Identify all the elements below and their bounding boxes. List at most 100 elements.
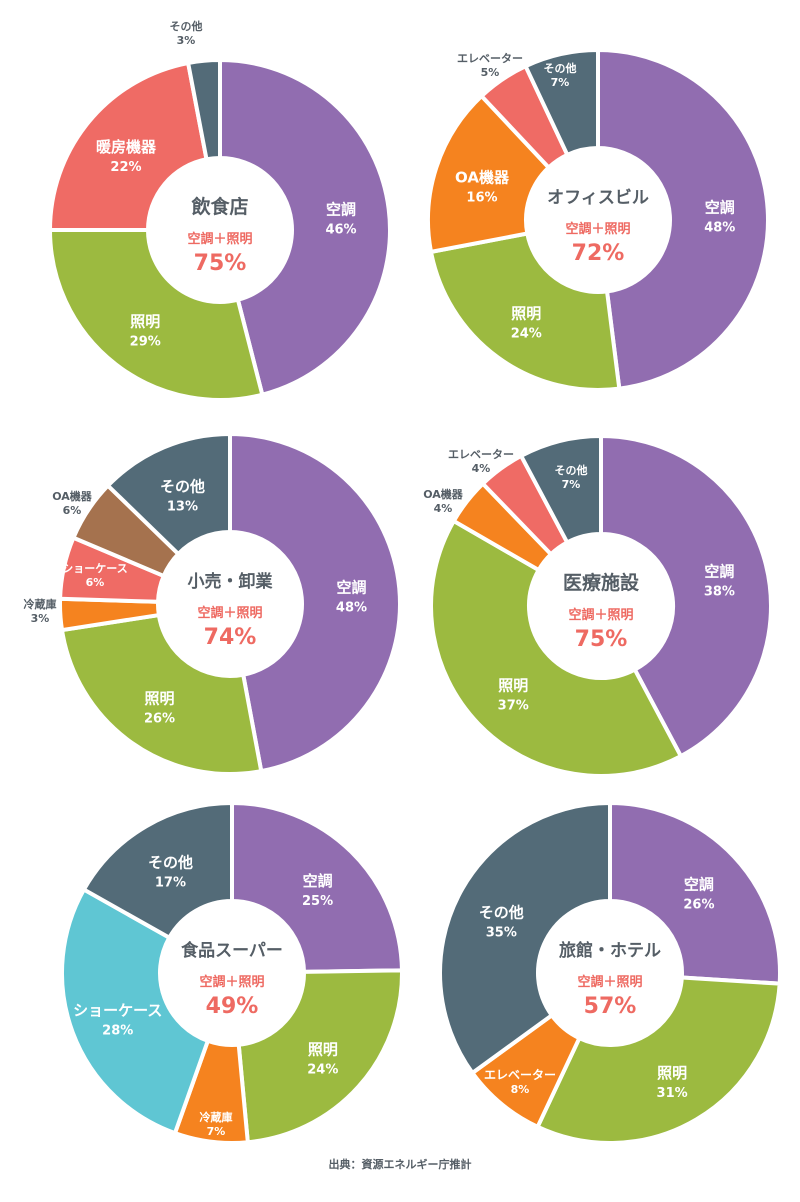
chart-subtitle: 空調＋照明 — [199, 974, 264, 990]
donut-hole — [161, 902, 303, 1044]
pie-slice — [608, 800, 782, 986]
slice-value: 4% — [434, 502, 453, 515]
chart-subtitle: 空調＋照明 — [565, 221, 630, 237]
slice-value: 24% — [307, 1062, 338, 1077]
donut-chart — [58, 431, 402, 776]
source-note: 出典：資源エネルギー庁推計 — [328, 1158, 472, 1171]
slice-label: その他 — [555, 463, 588, 477]
slice-value: 46% — [325, 223, 356, 238]
slice-value: 6% — [86, 576, 105, 589]
slice-value: 3% — [177, 34, 196, 47]
slice-value: 7% — [207, 1125, 226, 1138]
slice-value: 4% — [472, 462, 491, 475]
chart-subtitle: 空調＋照明 — [187, 231, 252, 247]
slice-label: 照明 — [498, 677, 528, 695]
slice-label: その他 — [479, 904, 524, 922]
slice-label: 空調 — [336, 579, 366, 597]
slice-label: 照明 — [308, 1040, 338, 1058]
chart-total: 72% — [572, 241, 625, 266]
slice-label: その他 — [544, 61, 577, 75]
slice-value: 48% — [704, 220, 735, 235]
slice-label: エレベーター — [484, 1068, 556, 1082]
chart-title: 医療施設 — [563, 571, 640, 594]
pie-slice — [518, 433, 603, 546]
slice-label: ショーケース — [73, 1002, 162, 1020]
chart-total: 74% — [204, 625, 257, 650]
slice-value: 35% — [486, 926, 517, 941]
slice-value: 6% — [63, 504, 82, 517]
slice-value: 3% — [31, 612, 50, 625]
slice-value: 5% — [481, 66, 500, 79]
slice-value: 26% — [144, 712, 175, 727]
donut-chart — [426, 47, 770, 392]
pie-slice — [185, 57, 222, 162]
slice-value: 16% — [466, 190, 497, 205]
slice-label: その他 — [148, 854, 193, 872]
slice-value: 25% — [302, 894, 333, 909]
slice-label: 照明 — [130, 312, 160, 330]
pie-slice — [218, 57, 392, 398]
slice-label: 照明 — [657, 1064, 687, 1082]
chart-title: 飲食店 — [190, 195, 248, 218]
donut-chart — [47, 57, 392, 402]
slice-value: 13% — [167, 500, 198, 515]
slice-value: 24% — [511, 327, 542, 342]
slice-label: 暖房機器 — [96, 138, 157, 156]
slice-value: 7% — [551, 76, 570, 89]
chart-subtitle: 空調＋照明 — [197, 605, 262, 621]
slice-value: 7% — [562, 478, 581, 491]
slice-value: 17% — [155, 876, 186, 891]
pie-slice — [428, 231, 622, 392]
chart-subtitle: 空調＋照明 — [568, 607, 633, 623]
chart-title: 小売・卸業 — [188, 571, 273, 592]
slice-value: 48% — [336, 601, 367, 616]
slice-value: 22% — [110, 160, 141, 175]
pie-slice — [228, 431, 402, 774]
pie-slice — [105, 431, 232, 557]
pie-slice — [47, 60, 209, 232]
slice-value: 8% — [511, 1083, 530, 1096]
pie-slice — [596, 47, 770, 391]
chart-total: 57% — [584, 994, 637, 1019]
slice-label: 空調 — [303, 872, 333, 890]
donut-hole — [530, 535, 672, 677]
chart-title: オフィスビル — [547, 188, 649, 208]
slice-value: 37% — [498, 699, 529, 714]
donut-hole — [159, 533, 301, 675]
pie-slice — [438, 800, 612, 1076]
pie-slice — [429, 518, 684, 778]
chart-title: 食品スーパー — [181, 940, 283, 961]
donut-chart — [438, 800, 782, 1145]
pie-slice — [47, 228, 265, 402]
chart-subtitle: 空調＋照明 — [577, 974, 642, 990]
chart-total: 49% — [206, 994, 259, 1019]
slice-value: 26% — [683, 897, 714, 912]
donut-chart — [60, 800, 405, 1145]
slice-label: エレベーター — [457, 52, 523, 65]
slice-value: 31% — [657, 1086, 688, 1101]
slice-label: 照明 — [145, 690, 175, 708]
slice-label: ショーケース — [62, 562, 127, 575]
slice-label: OA機器 — [52, 489, 93, 503]
slice-label: 照明 — [511, 305, 541, 323]
pie-slice — [230, 800, 405, 974]
pie-slice — [522, 47, 600, 158]
slice-value: 29% — [130, 334, 161, 349]
pie-slice — [81, 800, 234, 941]
slice-label: 空調 — [705, 198, 735, 216]
pie-slice — [59, 612, 264, 776]
slice-value: 38% — [704, 584, 735, 599]
chart-total: 75% — [194, 251, 247, 276]
donut-hole — [539, 902, 681, 1044]
donut-hole — [527, 149, 669, 291]
pie-slice — [599, 433, 773, 759]
chart-title: 旅館・ホテル — [559, 940, 661, 961]
donut-hole — [149, 159, 291, 301]
slice-label: 冷蔵庫 — [200, 1110, 233, 1124]
donut-chart — [429, 433, 773, 778]
slice-label: OA機器 — [455, 168, 510, 186]
pie-slice — [426, 93, 552, 255]
slice-label: 空調 — [684, 875, 714, 893]
slice-label: その他 — [160, 478, 205, 496]
